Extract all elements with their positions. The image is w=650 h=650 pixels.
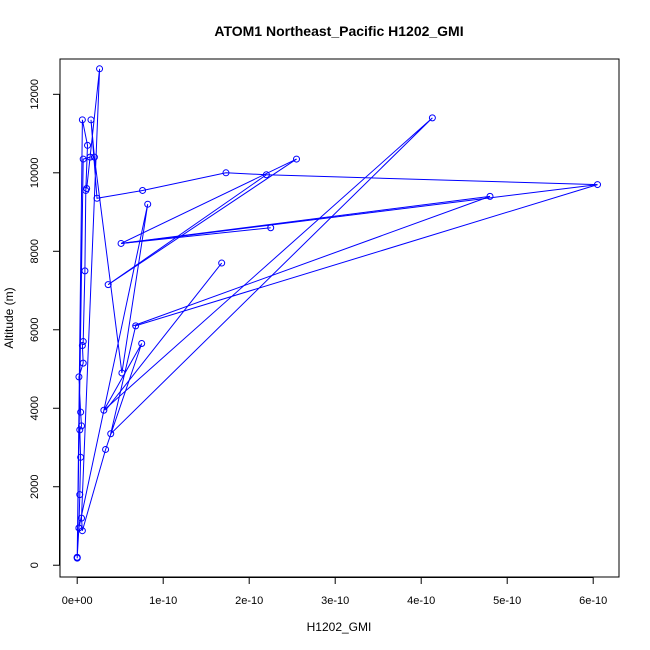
series-segment — [120, 158, 297, 244]
x-tick-label: 3e-10 — [321, 595, 349, 607]
y-tick-label: 2000 — [29, 475, 41, 499]
data-point — [81, 267, 89, 275]
x-tick-label: 4e-10 — [407, 595, 435, 607]
data-point — [76, 491, 84, 499]
series-segment — [121, 184, 598, 244]
data-point — [75, 373, 83, 381]
data-point — [79, 338, 87, 346]
series-segment — [107, 158, 297, 286]
data-point — [79, 359, 87, 367]
data-point — [102, 445, 110, 453]
chart-title: ATOM1 Northeast_Pacific H1202_GMI — [214, 23, 463, 39]
data-point — [77, 453, 85, 461]
data-point — [78, 514, 85, 522]
data-point — [100, 406, 108, 414]
y-tick-label: 0 — [29, 562, 41, 568]
data-point — [132, 322, 140, 330]
data-point — [138, 340, 146, 348]
x-tick-label: 0e+00 — [62, 595, 93, 607]
data-point — [90, 153, 98, 161]
data-point — [107, 430, 115, 438]
data-point — [262, 171, 270, 179]
data-point — [83, 185, 91, 192]
data-point — [293, 155, 300, 163]
y-tick-label: 6000 — [29, 318, 41, 342]
data-point — [139, 186, 147, 194]
data-point — [594, 181, 601, 189]
x-tick-label: 5e-10 — [493, 595, 521, 607]
x-tick-label: 1e-10 — [149, 595, 177, 607]
data-point — [76, 426, 84, 434]
series-points — [73, 65, 601, 562]
y-tick-label: 8000 — [29, 239, 41, 263]
data-point — [78, 341, 86, 349]
data-point — [77, 408, 85, 416]
data-point — [93, 194, 101, 202]
data-point — [87, 116, 95, 124]
data-point — [78, 116, 86, 124]
data-point — [78, 422, 85, 430]
y-axis-label: Altitude (m) — [2, 287, 16, 348]
series-segment — [107, 174, 267, 286]
y-tick-label: 10000 — [29, 158, 41, 189]
data-point — [75, 524, 83, 532]
data-point — [96, 65, 104, 73]
data-point — [84, 141, 92, 149]
series-segment — [132, 195, 491, 327]
x-tick-label: 2e-10 — [235, 595, 263, 607]
data-point — [73, 553, 81, 561]
data-point — [79, 155, 87, 163]
data-point — [144, 200, 152, 208]
x-axis-label: H1202_GMI — [307, 620, 372, 634]
data-point — [267, 224, 275, 232]
data-point — [86, 153, 94, 161]
series-lines — [76, 68, 598, 559]
y-tick-label: 12000 — [29, 79, 41, 110]
data-point — [118, 369, 126, 377]
series-line — [76, 68, 598, 559]
x-tick-label: 6e-10 — [579, 595, 607, 607]
data-point — [428, 114, 436, 122]
data-point — [222, 169, 230, 177]
series-segment — [105, 262, 223, 411]
data-point — [218, 259, 226, 267]
y-tick-label: 4000 — [29, 396, 41, 420]
y-axis: 0 2000 4000 6000 8000 10000 12000 — [29, 79, 60, 568]
data-point — [104, 281, 112, 289]
data-point — [117, 239, 125, 247]
data-point — [486, 192, 494, 200]
x-axis: 0e+00 1e-10 2e-10 3e-10 4e-10 5e-10 6e-10 — [62, 577, 607, 607]
